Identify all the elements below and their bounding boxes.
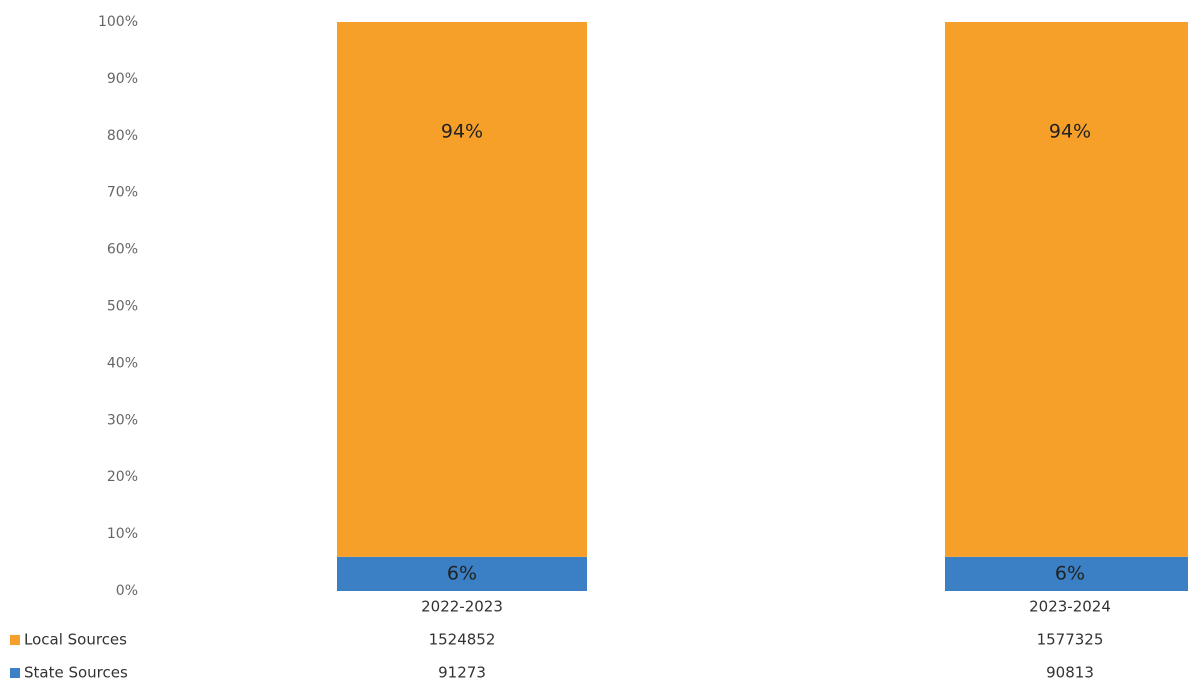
data-label: 6% xyxy=(447,562,477,584)
legend-swatch xyxy=(10,635,20,645)
table-value: 91273 xyxy=(438,664,486,682)
x-tick-label: 2022-2023 xyxy=(421,598,503,616)
legend-swatch xyxy=(10,668,20,678)
bar-segment xyxy=(337,556,587,591)
x-tick-label: 2023-2024 xyxy=(1029,598,1111,616)
y-tick-label: 80% xyxy=(107,128,138,144)
data-label: 94% xyxy=(441,121,483,143)
y-tick-label: 60% xyxy=(107,242,138,258)
y-tick-label: 0% xyxy=(116,583,138,599)
y-tick-label: 50% xyxy=(107,299,138,315)
data-label: 6% xyxy=(1055,562,1085,584)
y-tick-label: 10% xyxy=(107,526,138,542)
bar-segment xyxy=(337,22,587,557)
y-tick-label: 90% xyxy=(107,71,138,87)
y-tick-label: 100% xyxy=(98,14,138,30)
data-label: 94% xyxy=(1049,121,1091,143)
legend-label: State Sources xyxy=(24,664,128,682)
legend-label: Local Sources xyxy=(24,631,127,649)
y-tick-label: 30% xyxy=(107,412,138,428)
bar-segment xyxy=(945,556,1188,591)
table-value: 90813 xyxy=(1046,664,1094,682)
table-value: 1524852 xyxy=(429,631,496,649)
y-tick-label: 70% xyxy=(107,185,138,201)
table-value: 1577325 xyxy=(1037,631,1104,649)
bar-segment xyxy=(945,22,1188,557)
y-tick-label: 20% xyxy=(107,469,138,485)
y-tick-label: 40% xyxy=(107,355,138,371)
